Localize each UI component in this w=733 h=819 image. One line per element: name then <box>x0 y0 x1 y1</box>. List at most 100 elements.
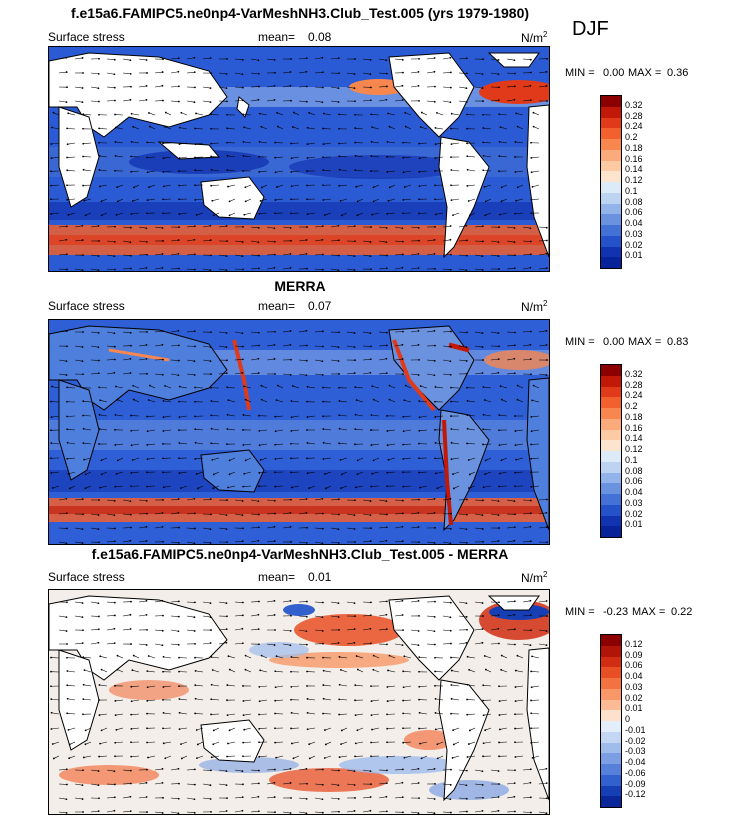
stress-vector-arrowhead <box>529 343 532 346</box>
stress-vector-arrow <box>195 428 204 431</box>
stress-vector-arrow <box>170 253 179 256</box>
stress-vector-arrow <box>133 399 140 403</box>
stress-vector-arrow <box>388 198 396 202</box>
stress-vector-arrow <box>138 226 147 229</box>
stress-vector-arrow <box>506 796 515 799</box>
stress-vector-arrowhead <box>545 329 548 332</box>
stress-vector-arrowhead <box>386 430 389 432</box>
stress-vector-arrow <box>186 239 195 242</box>
stress-vector-arrowhead <box>306 184 308 187</box>
stress-vector-arrow <box>499 155 508 158</box>
stress-vector-arrowhead <box>161 644 164 647</box>
stress-vector-arrowhead <box>322 169 325 172</box>
stress-vector-arrow <box>259 429 268 432</box>
stress-vector-arrow <box>282 811 291 814</box>
stress-vector-arrowhead <box>99 486 102 489</box>
stress-vector-arrowhead <box>113 268 116 271</box>
stress-vector-arrowhead <box>274 670 277 673</box>
stress-vector-arrow <box>515 443 524 446</box>
stress-vector-arrowhead <box>113 809 116 812</box>
stress-vector-arrowhead <box>193 512 196 515</box>
stress-vector-arrowhead <box>212 729 215 732</box>
stress-vector-arrowhead <box>356 214 359 217</box>
stress-vector-arrowhead <box>274 330 276 333</box>
stress-vector-arrowhead <box>50 711 53 714</box>
stress-vector-arrowhead <box>98 240 100 242</box>
stress-vector-arrowhead <box>129 500 132 503</box>
stress-vector-arrow <box>522 614 531 617</box>
stress-vector-arrow <box>474 268 483 271</box>
stress-vector-arrow <box>218 268 227 271</box>
stress-vector-arrowhead <box>466 386 468 389</box>
stress-vector-arrow <box>309 112 316 116</box>
stress-vector-arrowhead <box>113 627 116 630</box>
stress-vector-arrowhead <box>433 542 436 544</box>
stress-vector-arrowhead <box>161 512 164 514</box>
stress-vector-arrow <box>346 372 355 375</box>
stress-vector-arrowhead <box>497 99 500 102</box>
stress-vector-arrowhead <box>129 539 132 542</box>
stress-vector-arrow <box>58 498 67 501</box>
stress-vector-arrow <box>229 471 236 475</box>
stress-vector-arrowhead <box>353 372 356 374</box>
stress-vector-arrowhead <box>162 655 165 658</box>
stress-vector-arrowhead <box>97 255 100 257</box>
stress-vector-arrow <box>371 485 380 487</box>
stress-vector-arrow <box>186 268 195 270</box>
stress-vector-arrowhead <box>481 346 484 348</box>
stress-vector-arrow <box>307 712 316 715</box>
stress-vector-arrowhead <box>321 497 324 500</box>
stress-vector-arrow <box>357 669 364 673</box>
stress-vector-arrowhead <box>50 170 52 173</box>
stress-vector-arrow <box>90 527 99 530</box>
stress-vector-arrowhead <box>433 643 436 646</box>
stress-vector-arrowhead <box>450 669 453 672</box>
colorbar-tick-label: 0.32 <box>625 99 643 110</box>
stress-vector-arrow <box>259 141 268 144</box>
stress-vector-arrowhead <box>274 699 277 702</box>
stress-vector-arrowhead <box>177 615 180 618</box>
stress-vector-arrow <box>186 373 195 376</box>
stress-vector-arrow <box>458 783 467 786</box>
stress-vector-arrowhead <box>225 641 228 644</box>
stress-vector-arrow <box>324 471 332 475</box>
stress-vector-arrowhead <box>305 374 308 377</box>
stress-vector-arrow <box>138 600 147 603</box>
stress-vector-arrowhead <box>530 457 533 460</box>
stress-vector-arrow <box>74 86 83 89</box>
stress-vector-arrow <box>99 387 108 389</box>
stress-vector-arrowhead <box>449 330 452 333</box>
stress-vector-arrow <box>58 226 67 228</box>
stress-vector-arrowhead <box>242 140 245 143</box>
stress-vector-arrow <box>346 810 355 813</box>
colorbar-tick-label: 0.24 <box>625 121 643 132</box>
stress-vector-arrowhead <box>385 85 388 88</box>
colorbar-tick-label: -0.03 <box>625 746 646 757</box>
stress-vector-arrow <box>307 142 316 145</box>
stress-vector-arrow <box>163 429 172 432</box>
stress-vector-arrow <box>234 540 243 543</box>
stress-vector-arrowhead <box>97 602 100 605</box>
stress-vector-arrow <box>355 684 364 687</box>
stress-vector-arrowhead <box>465 101 468 103</box>
stress-vector-arrowhead <box>129 254 132 257</box>
stress-vector-arrowhead <box>401 358 404 360</box>
stress-vector-arrowhead <box>497 796 500 798</box>
stress-vector-arrowhead <box>289 267 292 269</box>
stress-vector-arrowhead <box>545 526 548 529</box>
stress-vector-arrowhead <box>146 72 148 74</box>
stress-vector-arrowhead <box>274 512 276 515</box>
stress-vector-arrowhead <box>129 98 132 101</box>
stress-vector-arrow <box>442 373 451 376</box>
stress-vector-arrow <box>106 769 115 772</box>
stress-vector-arrowhead <box>82 427 85 430</box>
stress-vector-arrowhead <box>82 513 84 516</box>
stress-vector-arrowhead <box>497 514 500 516</box>
stress-vector-arrow <box>378 614 387 617</box>
stress-vector-arrow <box>154 85 163 88</box>
stress-vector-arrow <box>490 358 499 361</box>
stress-vector-arrow <box>186 57 195 60</box>
stress-vector-arrow <box>426 71 435 74</box>
stress-vector-arrow <box>421 112 428 116</box>
stress-vector-arrowhead <box>466 142 468 145</box>
